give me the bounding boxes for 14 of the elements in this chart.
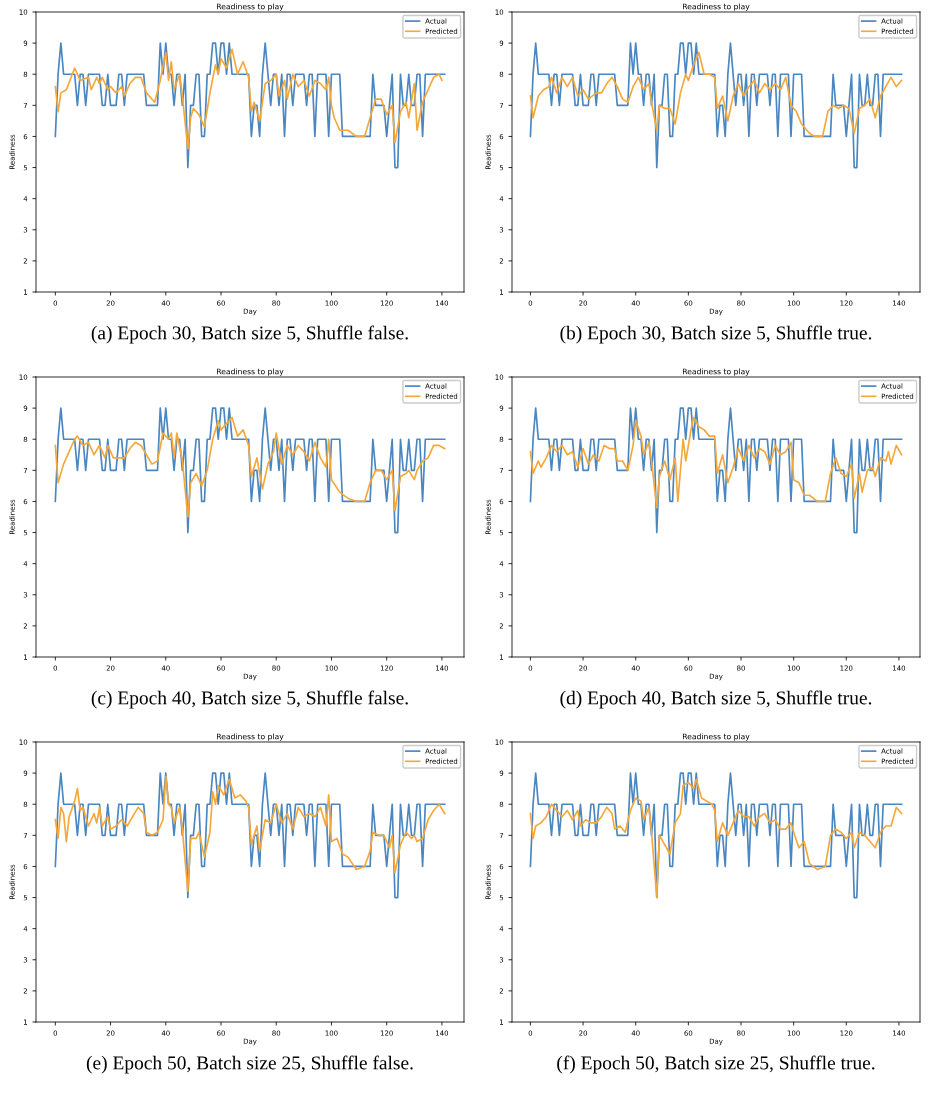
line-series (54, 407, 446, 534)
text: (b) Epoch 30, Batch size 5, Shuffle true. (560, 325, 872, 344)
line-series (529, 407, 903, 534)
line-series (54, 48, 443, 150)
text: (f) Epoch 50, Batch size 25, Shuffle true. (557, 1055, 875, 1074)
text: (a) Epoch 30, Batch size 5, Shuffle false. (91, 325, 408, 344)
line-series (529, 416, 903, 509)
line-series (529, 42, 903, 169)
line-series (54, 42, 446, 169)
text: (e) Epoch 50, Batch size 25, Shuffle false. (86, 1055, 413, 1074)
text: (d) Epoch 40, Batch size 5, Shuffle true. (560, 690, 872, 709)
line-series (529, 51, 903, 138)
text: (c) Epoch 40, Batch size 5, Shuffle false. (91, 690, 408, 709)
line-series (54, 416, 446, 518)
